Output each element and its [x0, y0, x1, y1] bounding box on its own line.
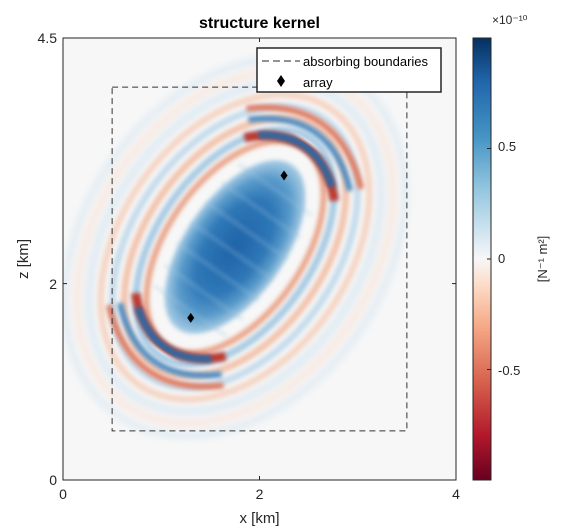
chart-title: structure kernel — [199, 15, 320, 32]
colorbar-tick-label: 0.5 — [498, 139, 516, 154]
y-tick-label: 0 — [49, 472, 57, 488]
x-axis-label: x [km] — [240, 510, 280, 527]
legend-entry-boundaries: absorbing boundaries — [303, 54, 429, 69]
x-axis: 0 2 4 x [km] — [59, 38, 460, 527]
colorbar-label: [N⁻¹ m²] — [535, 236, 550, 283]
y-axis: 4.5 2 0 z [km] — [15, 30, 456, 488]
y-tick-label: 4.5 — [38, 30, 58, 46]
x-tick-label: 4 — [452, 486, 460, 502]
absorbing-boundary — [111, 86, 408, 432]
colorbar-tick-label: -0.5 — [498, 363, 520, 378]
colorbar-exponent: ×10⁻¹⁰ — [492, 13, 528, 27]
x-tick-label: 0 — [59, 486, 67, 502]
array-markers — [187, 170, 288, 323]
diamond-icon — [277, 75, 285, 87]
array-point — [187, 312, 195, 323]
legend-entry-array: array — [303, 75, 333, 90]
colorbar: 0.5 0 -0.5 ×10⁻¹⁰ [N⁻¹ m²] — [472, 13, 550, 481]
y-tick-label: 2 — [49, 276, 57, 292]
y-axis-label: z [km] — [15, 239, 32, 279]
colorbar-tick-label: 0 — [498, 251, 505, 266]
x-tick-label: 2 — [256, 486, 264, 502]
legend: absorbing boundaries array — [256, 47, 442, 93]
array-point — [280, 170, 288, 181]
